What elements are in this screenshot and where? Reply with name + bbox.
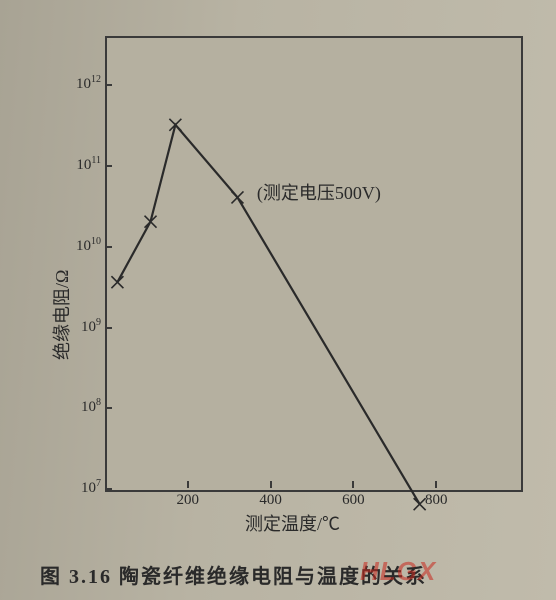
y-tick-label: 109 (61, 317, 101, 336)
y-tick-label: 107 (61, 478, 101, 497)
y-tick (105, 488, 112, 490)
y-tick (105, 165, 112, 167)
y-tick-label: 108 (61, 397, 101, 416)
y-tick (105, 327, 112, 329)
y-tick-label: 1012 (61, 74, 101, 93)
y-tick (105, 84, 112, 86)
x-tick-label: 200 (177, 492, 200, 509)
x-tick (352, 481, 354, 488)
data-marker (414, 498, 426, 510)
page: { "chart": { "type": "line", "box": { "l… (0, 0, 556, 600)
y-tick (105, 407, 112, 409)
x-tick (435, 481, 437, 488)
watermark: HLGX (360, 556, 436, 587)
y-tick-label: 1010 (61, 236, 101, 255)
x-tick-label: 800 (425, 492, 448, 509)
y-tick-label: 1011 (61, 155, 101, 174)
y-tick (105, 246, 112, 248)
x-tick (270, 481, 272, 488)
chart-annotation: (测定电压500V) (257, 179, 381, 205)
caption-prefix: 图 3.16 (40, 566, 119, 588)
data-marker (231, 191, 243, 203)
x-tick-label: 400 (259, 492, 282, 509)
x-tick (187, 481, 189, 488)
x-axis-label: 测定温度/℃ (245, 510, 340, 536)
x-tick-label: 600 (342, 492, 365, 509)
data-marker (111, 276, 123, 288)
y-axis-label: 绝缘电阻/Ω (48, 270, 74, 360)
